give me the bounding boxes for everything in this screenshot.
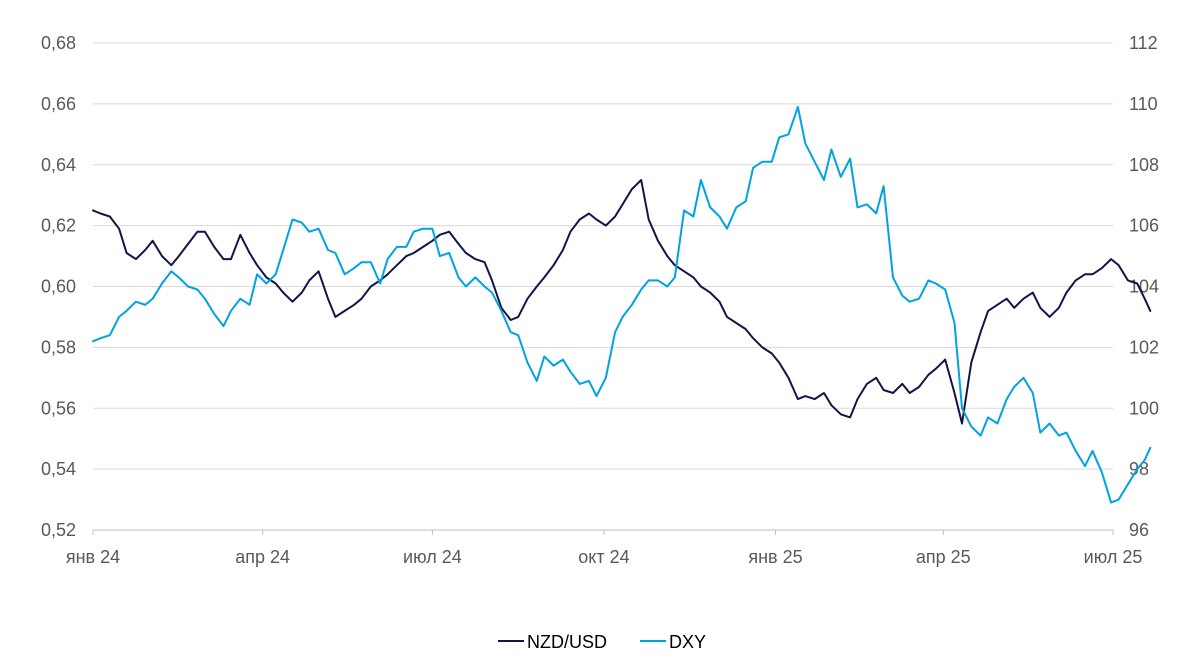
x-tick-label: июл 24 (403, 547, 462, 567)
x-tick-label: окт 24 (578, 547, 629, 567)
right-y-tick-label: 100 (1129, 398, 1159, 418)
left-y-tick-label: 0,60 (41, 277, 76, 297)
left-y-tick-label: 0,64 (41, 155, 76, 175)
left-y-axis: 0,68 0,66 0,64 0,62 0,60 0,58 0,56 0,54 0,52 (41, 33, 76, 540)
x-tick-label: июл 25 (1084, 547, 1143, 567)
left-y-tick-label: 0,68 (41, 33, 76, 53)
x-tick-label: апр 24 (235, 547, 290, 567)
series-line-dxy (92, 105, 1152, 504)
right-y-tick-label: 108 (1129, 155, 1159, 175)
right-y-tick-label: 110 (1129, 94, 1158, 114)
x-tick-label: янв 24 (66, 547, 120, 567)
x-tick-label: апр 25 (916, 547, 971, 567)
left-y-tick-label: 0,56 (41, 398, 76, 418)
x-axis: янв 24 апр 24 июл 24 окт 24 янв 25 апр 25 июл … (66, 530, 1142, 567)
legend-label-nzdusd: NZD/USD (527, 632, 607, 652)
series-lines (92, 105, 1152, 504)
left-y-tick-label: 0,58 (41, 337, 76, 357)
legend: NZD/USD DXY (498, 632, 706, 652)
left-y-tick-label: 0,52 (41, 520, 76, 540)
left-y-tick-label: 0,62 (41, 216, 76, 236)
legend-label-dxy: DXY (669, 632, 706, 652)
right-y-tick-label: 102 (1129, 337, 1159, 357)
left-y-tick-label: 0,66 (41, 94, 76, 114)
right-y-tick-label: 112 (1129, 33, 1158, 53)
gridlines (93, 42, 1113, 531)
x-tick-label: янв 25 (748, 547, 802, 567)
left-y-tick-label: 0,54 (41, 459, 76, 479)
right-y-tick-label: 106 (1129, 216, 1159, 236)
right-y-tick-label: 96 (1129, 520, 1149, 540)
series-line-nzdusd (92, 179, 1152, 425)
right-y-tick-label: 104 (1129, 277, 1159, 297)
